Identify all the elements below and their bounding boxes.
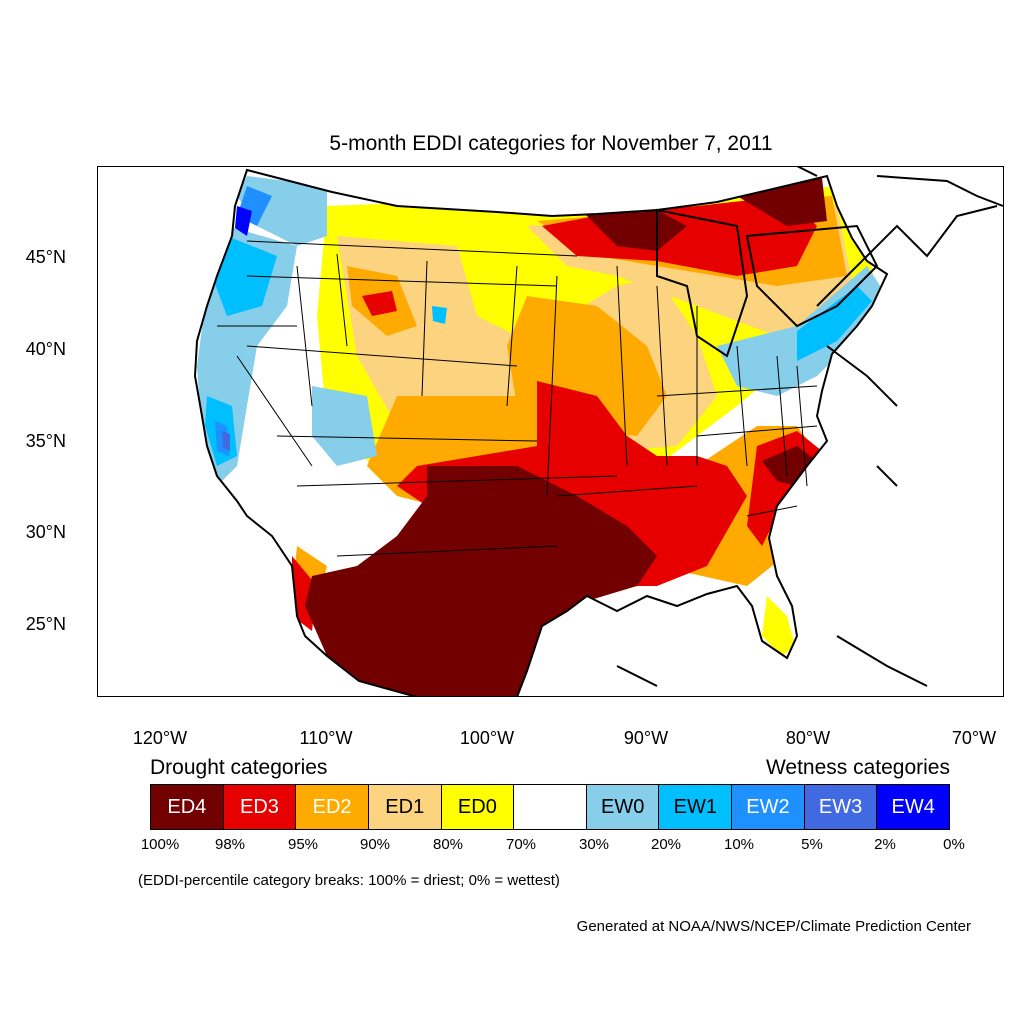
lat-tick-45: 45°N [25, 247, 66, 267]
legend-cell-ed4: ED4 [151, 785, 224, 829]
lon-tick-120: 120°W [132, 728, 188, 748]
lat-tick-30: 30°N [25, 522, 66, 542]
legend-cell-ed1: ED1 [368, 785, 442, 829]
break-label: 10% [723, 836, 755, 853]
eddi-map [97, 166, 1004, 697]
legend-cell-ew1: EW1 [659, 785, 733, 829]
break-label: 100% [140, 836, 180, 853]
drought-categories-label: Drought categories [150, 756, 328, 779]
credit-line: Generated at NOAA/NWS/NCEP/Climate Predi… [576, 918, 971, 935]
wetness-categories-label: Wetness categories [765, 756, 950, 779]
break-label: 30% [578, 836, 610, 853]
legend-cell-ew3: EW3 [804, 785, 878, 829]
lat-tick-35: 35°N [25, 431, 66, 451]
category-breaks-note: (EDDI-percentile category breaks: 100% =… [138, 872, 560, 889]
legend-cell-ed2: ED2 [296, 785, 369, 829]
lat-tick-25: 25°N [25, 614, 66, 634]
legend-cell-ew4: EW4 [877, 785, 950, 829]
break-label: 90% [359, 836, 391, 853]
break-label: 5% [801, 836, 823, 853]
legend-cell-ed3: ED3 [223, 785, 297, 829]
boundaries [194, 166, 1004, 697]
legend-colorbar: ED4 ED3 ED2 ED1 ED0 EW0 EW1 EW2 EW3 EW4 [150, 784, 950, 830]
map-title: 5-month EDDI categories for November 7, … [329, 132, 773, 155]
legend-cell-ed0: ED0 [441, 785, 515, 829]
lon-tick-90: 90°W [623, 728, 669, 748]
break-label: 20% [650, 836, 682, 853]
lon-tick-70: 70°W [951, 728, 997, 748]
legend-cell-ew2: EW2 [732, 785, 805, 829]
break-label: 2% [874, 836, 896, 853]
lon-tick-80: 80°W [785, 728, 831, 748]
break-label: 70% [505, 836, 537, 853]
break-label: 0% [943, 836, 965, 853]
break-label: 98% [214, 836, 246, 853]
lon-tick-100: 100°W [459, 728, 515, 748]
break-label: 95% [287, 836, 319, 853]
legend-cell-neutral [514, 785, 587, 829]
lat-tick-40: 40°N [25, 339, 66, 359]
lon-tick-110: 110°W [299, 728, 353, 748]
legend-cell-ew0: EW0 [586, 785, 660, 829]
break-label: 80% [432, 836, 464, 853]
map-svg [97, 166, 1004, 697]
